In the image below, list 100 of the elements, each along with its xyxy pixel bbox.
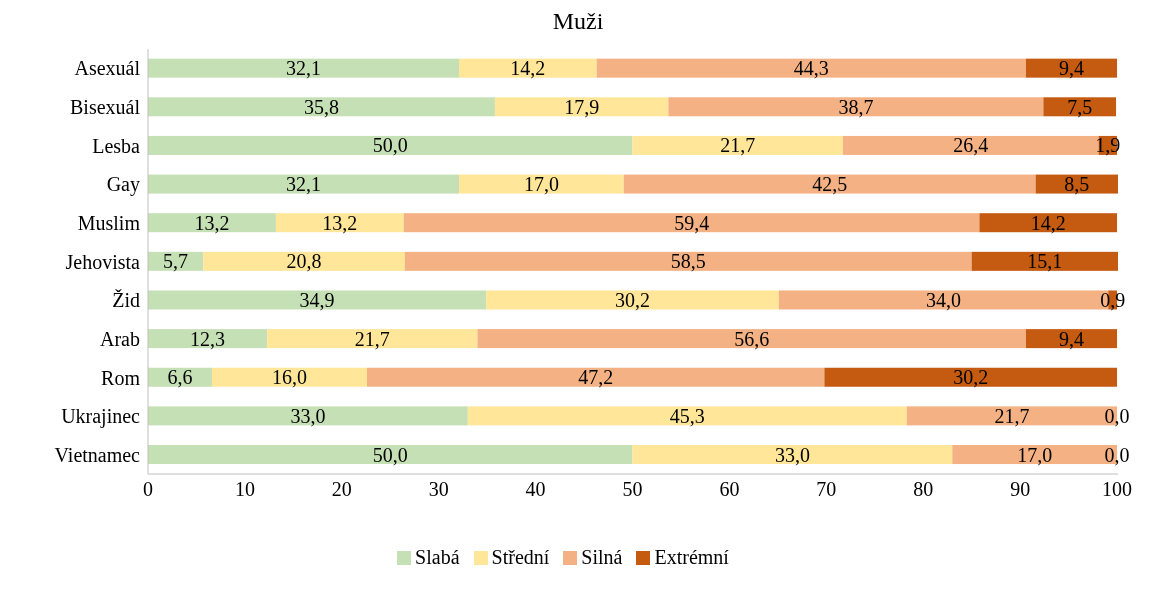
- data-label: 34,0: [926, 288, 962, 311]
- y-tick-label: Jehovista: [65, 250, 141, 273]
- x-tick-label: 100: [1102, 478, 1133, 501]
- legend-label: Slabá: [415, 546, 460, 569]
- y-tick-label: Vietnamec: [54, 443, 141, 466]
- data-label: 20,8: [286, 250, 322, 273]
- data-label: 34,9: [299, 288, 335, 311]
- bar: [203, 251, 405, 271]
- data-label: 45,3: [669, 404, 705, 427]
- data-label: 17,9: [564, 95, 600, 118]
- bar: [1043, 97, 1117, 117]
- bar: [824, 367, 1118, 387]
- data-label: 17,0: [523, 173, 559, 196]
- data-label: 42,5: [812, 173, 848, 196]
- y-tick-label: Žid: [112, 289, 140, 312]
- bar: [367, 367, 825, 387]
- data-label: 58,5: [670, 250, 706, 273]
- data-label: 21,7: [720, 134, 756, 157]
- data-label: 8,5: [1064, 173, 1090, 196]
- data-label: 13,2: [322, 211, 358, 234]
- y-tick-label: Bisexuál: [70, 96, 141, 119]
- bar: [148, 406, 468, 426]
- bar: [632, 135, 843, 155]
- bar: [494, 97, 669, 117]
- data-label: 30,2: [615, 288, 651, 311]
- bar: [1025, 58, 1118, 78]
- data-label: 0,0: [1104, 443, 1130, 466]
- legend-label: Extrémní: [654, 546, 729, 569]
- bar: [459, 174, 624, 194]
- bar: [211, 367, 367, 387]
- x-tick-label: 20: [331, 478, 352, 501]
- data-label: 35,8: [303, 95, 339, 118]
- data-label: 32,1: [286, 173, 322, 196]
- x-tick-label: 80: [913, 478, 934, 501]
- data-label: 21,7: [354, 327, 390, 350]
- data-label: 0,9: [1100, 288, 1126, 311]
- bar: [979, 213, 1118, 233]
- bar: [267, 329, 478, 349]
- x-tick-label: 70: [816, 478, 837, 501]
- data-label: 50,0: [372, 443, 408, 466]
- y-tick-label: Arab: [100, 327, 140, 350]
- bar: [632, 445, 953, 465]
- data-label: 9,4: [1058, 57, 1084, 80]
- data-label: 0,0: [1104, 404, 1130, 427]
- bar: [148, 135, 633, 155]
- data-label: 44,3: [793, 57, 829, 80]
- bar: [148, 97, 495, 117]
- y-tick-label: Lesba: [92, 134, 141, 157]
- data-label: 14,2: [1030, 211, 1066, 234]
- bar: [148, 329, 268, 349]
- data-label: 13,2: [194, 211, 230, 234]
- bar: [459, 58, 597, 78]
- bar: [668, 97, 1044, 117]
- data-label: 38,7: [838, 95, 874, 118]
- x-tick-label: 50: [622, 478, 643, 501]
- x-tick-label: 40: [525, 478, 546, 501]
- bar: [486, 290, 779, 310]
- x-tick-label: 90: [1010, 478, 1031, 501]
- data-label: 15,1: [1027, 250, 1063, 273]
- data-label: 26,4: [953, 134, 989, 157]
- bar: [1025, 329, 1118, 349]
- bar: [403, 213, 980, 233]
- data-label: 47,2: [578, 366, 614, 389]
- data-label: 12,3: [190, 327, 226, 350]
- data-label: 33,0: [290, 404, 326, 427]
- data-label: 30,2: [953, 366, 989, 389]
- bar: [623, 174, 1036, 194]
- bar: [842, 135, 1099, 155]
- bar: [467, 406, 907, 426]
- data-label: 16,0: [271, 366, 307, 389]
- data-label: 50,0: [372, 134, 408, 157]
- y-tick-label: Ukrajinec: [61, 405, 141, 429]
- y-tick-label: Gay: [106, 173, 140, 197]
- data-label: 5,7: [163, 250, 189, 273]
- bar: [275, 213, 404, 233]
- y-tick-label: Rom: [101, 366, 141, 389]
- bar: [148, 290, 487, 310]
- bar: [477, 329, 1026, 349]
- data-label: 6,6: [167, 366, 193, 389]
- data-label: 59,4: [674, 211, 710, 234]
- x-tick-label: 0: [143, 478, 153, 501]
- data-label: 17,0: [1017, 443, 1053, 466]
- x-tick-label: 60: [719, 478, 740, 501]
- bar: [148, 213, 276, 233]
- data-label: 32,1: [286, 57, 322, 80]
- x-tick-label: 30: [428, 478, 449, 501]
- data-label: 7,5: [1067, 95, 1093, 118]
- data-label: 14,2: [510, 57, 546, 80]
- legend-label: Silná: [581, 546, 623, 569]
- data-label: 9,4: [1058, 327, 1084, 350]
- data-label: 21,7: [994, 404, 1030, 427]
- y-tick-label: Muslim: [77, 211, 141, 234]
- bar: [148, 58, 460, 78]
- bar: [404, 251, 972, 271]
- legend-label: Střední: [491, 546, 550, 569]
- x-tick-label: 10: [234, 478, 255, 501]
- data-label: 33,0: [774, 443, 810, 466]
- bar: [971, 251, 1118, 271]
- data-label: 56,6: [734, 327, 770, 350]
- y-tick-label: Asexuál: [74, 57, 141, 80]
